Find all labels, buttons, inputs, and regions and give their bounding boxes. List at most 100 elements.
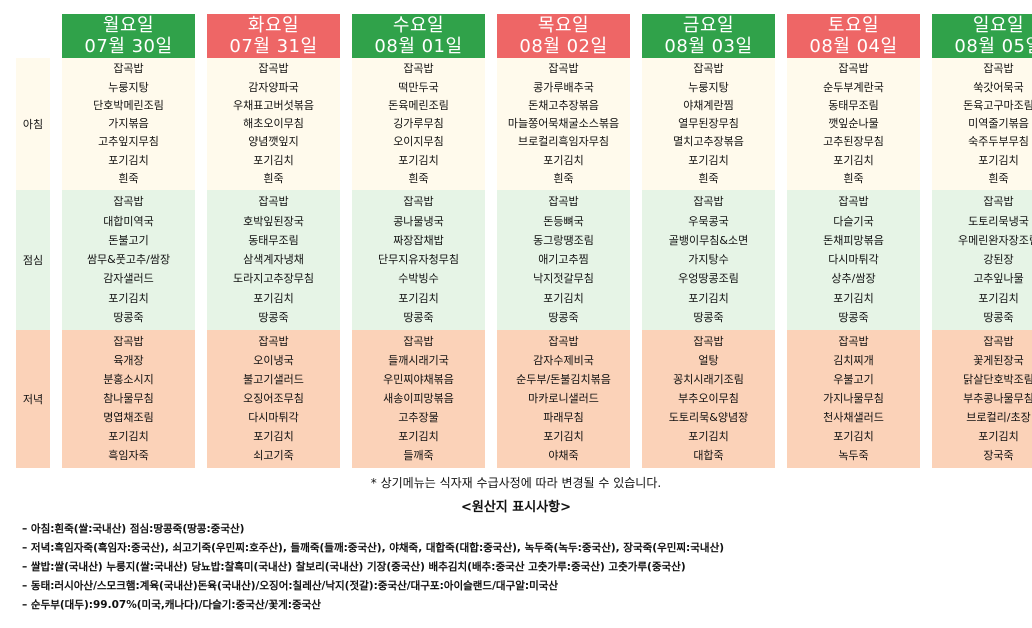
menu-item: 포기김치 bbox=[108, 291, 149, 305]
menu-item: 포기김치 bbox=[398, 291, 439, 305]
meal-cell: 잡곡밥 우묵콩국 골뱅이무침&소면 가지탕수 우엉땅콩조림 포기김치 땅콩죽 bbox=[642, 190, 775, 330]
menu-item: 들깨죽 bbox=[403, 449, 434, 462]
menu-item: 잡곡밥 bbox=[838, 62, 869, 76]
menu-item: 땅콩죽 bbox=[113, 310, 144, 324]
menu-change-notice: * 상기메뉴는 식자재 수급사정에 따라 변경될 수 있습니다. bbox=[370, 476, 662, 490]
origin-item: – 아침:흰죽(쌀:국내산) 점심:땅콩죽(땅콩:중국산) bbox=[22, 523, 245, 535]
menu-item: 흰죽 bbox=[988, 171, 1009, 185]
menu-item: 땅콩죽 bbox=[693, 310, 724, 324]
menu-item: 감자수제비국 bbox=[533, 354, 594, 367]
day-header: 금요일 08월 03일 bbox=[642, 14, 775, 58]
menu-item: 우엉땅콩조림 bbox=[678, 272, 739, 286]
menu-item: 잡곡밥 bbox=[258, 335, 289, 348]
menu-item: 오징어조무침 bbox=[243, 392, 304, 405]
menu-item: 호박잎된장국 bbox=[243, 214, 304, 228]
day-name: 월요일 bbox=[102, 15, 155, 36]
menu-item: 잡곡밥 bbox=[258, 62, 289, 76]
meal-cell: 잡곡밥 콩가루배추국 돈채고추장볶음 마늘쫑어묵채굴소스볶음 브로컬리흑임자무침 포기김치… bbox=[497, 58, 630, 190]
menu-item: 동그랑땡조림 bbox=[533, 233, 594, 247]
menu-item: 참나물무침 bbox=[103, 392, 154, 405]
menu-item: 분홍소시지 bbox=[103, 373, 154, 386]
origin-item: – 저녁:흑임자죽(흑임자:중국산), 쇠고기죽(우민찌:호주산), 들깨죽(들… bbox=[22, 542, 725, 554]
menu-item: 김치찌개 bbox=[833, 354, 874, 367]
day-date: 08월 03일 bbox=[664, 36, 753, 57]
menu-item: 천사채샐러드 bbox=[823, 411, 884, 424]
menu-item: 육개장 bbox=[113, 354, 144, 367]
menu-item: 포기김치 bbox=[108, 153, 149, 167]
menu-item: 브로컬리/초장 bbox=[966, 411, 1031, 424]
menu-item: 우채표고버섯볶음 bbox=[233, 98, 314, 112]
menu-item: 마늘쫑어묵채굴소스볶음 bbox=[507, 117, 620, 130]
menu-item: 잡곡밥 bbox=[693, 62, 724, 76]
menu-item: 잡곡밥 bbox=[983, 62, 1014, 76]
meal-label: 점심 bbox=[16, 190, 50, 330]
menu-item: 포기김치 bbox=[978, 291, 1019, 305]
menu-item: 포기김치 bbox=[253, 153, 294, 167]
menu-item: 포기김치 bbox=[688, 291, 729, 305]
menu-item: 잡곡밥 bbox=[258, 195, 289, 209]
menu-item: 잡곡밥 bbox=[693, 195, 724, 209]
day-name: 목요일 bbox=[537, 15, 590, 36]
menu-item: 고추잎지무침 bbox=[98, 135, 159, 149]
menu-item: 파래무침 bbox=[543, 411, 584, 424]
menu-item: 얼탕 bbox=[698, 354, 719, 367]
menu-item: 양념깻잎지 bbox=[248, 135, 299, 149]
meal-cell: 잡곡밥 감자양파국 우채표고버섯볶음 해초오이무침 양념깻잎지 포기김치 흰죽 bbox=[207, 58, 340, 190]
menu-item: 강된장 bbox=[983, 253, 1014, 266]
menu-item: 잡곡밥 bbox=[548, 62, 579, 76]
menu-item: 흰죽 bbox=[408, 171, 429, 185]
menu-item: 흰죽 bbox=[698, 171, 719, 185]
meal-cell: 잡곡밥 누룽지탕 단호박메린조림 가지볶음 고추잎지무침 포기김치 흰죽 bbox=[62, 58, 195, 190]
menu-item: 우메린완자장조림 bbox=[958, 233, 1032, 247]
menu-item: 포기김치 bbox=[688, 430, 729, 443]
meal-cell: 잡곡밥 순두부계란국 동태무조림 깻잎순나물 고추된장무침 포기김치 흰죽 bbox=[787, 58, 920, 190]
menu-item: 우묵콩국 bbox=[688, 214, 729, 228]
day-name: 화요일 bbox=[247, 15, 300, 36]
menu-item: 돈채고추장볶음 bbox=[528, 98, 599, 112]
menu-item: 멸치고추장볶음 bbox=[673, 135, 744, 149]
menu-item: 포기김치 bbox=[833, 153, 874, 167]
menu-item: 도라지고추장무침 bbox=[233, 272, 314, 286]
menu-item: 꽃게된장국 bbox=[973, 354, 1024, 367]
menu-item: 깅가루무침 bbox=[393, 117, 444, 130]
day-header: 월요일 07월 30일 bbox=[62, 14, 195, 58]
menu-item: 장국죽 bbox=[983, 449, 1014, 462]
meal-cell: 잡곡밥 김치찌개 우불고기 가지나물무침 천사채샐러드 포기김치 녹두죽 bbox=[787, 330, 920, 468]
menu-item: 잡곡밥 bbox=[113, 335, 144, 348]
menu-item: 떡만두국 bbox=[398, 80, 439, 94]
menu-item: 단호박메린조림 bbox=[93, 98, 164, 112]
menu-item: 도토리묵&양념장 bbox=[668, 411, 749, 424]
menu-item: 잡곡밥 bbox=[113, 62, 144, 76]
menu-item: 잡곡밥 bbox=[403, 335, 434, 348]
menu-item: 수박빙수 bbox=[398, 272, 439, 286]
menu-item: 마카로니샐러드 bbox=[528, 392, 599, 405]
day-header: 수요일 08월 01일 bbox=[352, 14, 485, 58]
menu-item: 포기김치 bbox=[253, 291, 294, 305]
menu-item: 가지탕수 bbox=[688, 253, 729, 266]
menu-item: 포기김치 bbox=[833, 430, 874, 443]
menu-item: 포기김치 bbox=[543, 153, 584, 167]
table-corner bbox=[16, 14, 50, 58]
menu-item: 포기김치 bbox=[543, 291, 584, 305]
menu-item: 돈등뼈국 bbox=[543, 214, 584, 228]
menu-item: 감자양파국 bbox=[248, 80, 299, 94]
meal-cell: 잡곡밥 오이냉국 불고기샐러드 오징어조무침 다시마튀각 포기김치 쇠고기죽 bbox=[207, 330, 340, 468]
menu-item: 잡곡밥 bbox=[403, 62, 434, 76]
day-header: 화요일 07월 31일 bbox=[207, 14, 340, 58]
menu-item: 고추잎나물 bbox=[973, 272, 1024, 286]
meal-cell: 잡곡밥 떡만두국 돈육메린조림 깅가루무침 오이지무침 포기김치 흰죽 bbox=[352, 58, 485, 190]
menu-item: 쌈무&풋고추/쌈장 bbox=[86, 253, 171, 266]
menu-item: 흰죽 bbox=[843, 171, 864, 185]
meal-cell: 잡곡밥 돈등뼈국 동그랑땡조림 애기고추찜 낙지젓갈무침 포기김치 땅콩죽 bbox=[497, 190, 630, 330]
menu-item: 돈채피망볶음 bbox=[823, 233, 884, 247]
day-header: 토요일 08월 04일 bbox=[787, 14, 920, 58]
menu-item: 포기김치 bbox=[398, 430, 439, 443]
menu-item: 누룽지탕 bbox=[688, 80, 729, 94]
origin-item: – 순두부(대두):99.07%(미국,캐나다)/다슬기:중국산/꽃게:중국산 bbox=[22, 599, 321, 611]
day-name: 일요일 bbox=[972, 15, 1025, 36]
day-date: 08월 05일 bbox=[954, 36, 1032, 57]
day-date: 08월 04일 bbox=[809, 36, 898, 57]
menu-item: 대합미역국 bbox=[103, 214, 154, 228]
menu-item: 콩나물냉국 bbox=[393, 214, 444, 228]
